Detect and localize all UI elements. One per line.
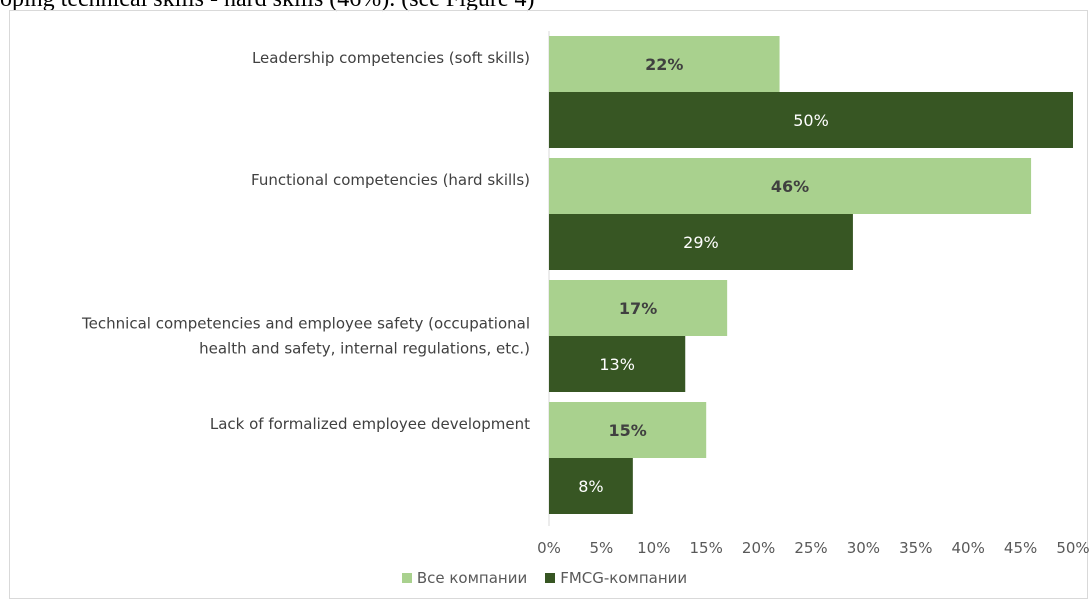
bar-all-companies-4 (549, 402, 707, 458)
data-label-all-companies-1: 22% (645, 55, 683, 74)
legend-swatch-fmcg-companies (545, 573, 556, 583)
bar-fmcg-companies-3 (549, 336, 686, 392)
bar-all-companies-2 (549, 158, 1032, 214)
x-tick-label-51: 5% (590, 539, 614, 557)
x-tick-label-153: 15% (690, 539, 723, 557)
x-tick-label-204: 20% (742, 539, 775, 557)
bar-all-companies-1 (549, 36, 780, 92)
x-tick-label-00: 0% (537, 539, 561, 557)
category-label-3-line-1: Technical competencies and employee safe… (81, 315, 530, 333)
legend-label-fmcg-companies: FMCG-компании (560, 569, 688, 587)
data-label-all-companies-4: 15% (608, 421, 646, 440)
category-label-3-line-2: health and safety, internal regulations,… (199, 340, 530, 358)
data-label-all-companies-2: 46% (771, 177, 809, 196)
chart-frame (9, 10, 1088, 599)
x-tick-label-255: 25% (794, 539, 827, 557)
category-label-4: Lack of formalized employee development (210, 415, 530, 433)
bar-fmcg-companies-4 (549, 458, 633, 514)
legend-swatch-all-companies (401, 573, 412, 583)
data-label-fmcg-companies-2: 29% (683, 233, 719, 252)
x-tick-label-408: 40% (952, 539, 985, 557)
header-text: oping technical skills - hard skills (46… (0, 0, 535, 13)
x-tick-label-306: 30% (847, 539, 880, 557)
x-tick-label-357: 35% (899, 539, 932, 557)
bar-fmcg-companies-1 (549, 92, 1073, 148)
legend-label-all-companies: Все компании (416, 569, 528, 587)
data-label-all-companies-3: 17% (619, 299, 657, 318)
x-tick-label-5010: 50% (1056, 539, 1089, 557)
category-label-1: Leadership competencies (soft skills) (252, 49, 530, 67)
category-label-2: Functional competencies (hard skills) (251, 171, 530, 189)
bar-fmcg-companies-2 (549, 214, 853, 270)
data-label-fmcg-companies-4: 8% (578, 477, 603, 496)
x-tick-label-459: 45% (1004, 539, 1037, 557)
bar-all-companies-3 (549, 280, 728, 336)
data-label-fmcg-companies-3: 13% (599, 355, 635, 374)
chart-legend: Все компании FMCG-компании (0, 569, 1089, 587)
data-label-fmcg-companies-1: 50% (793, 111, 829, 130)
legend-item-all-companies: Все компании (401, 569, 528, 587)
x-tick-label-102: 10% (637, 539, 670, 557)
legend-item-fmcg-companies: FMCG-компании (545, 569, 687, 587)
